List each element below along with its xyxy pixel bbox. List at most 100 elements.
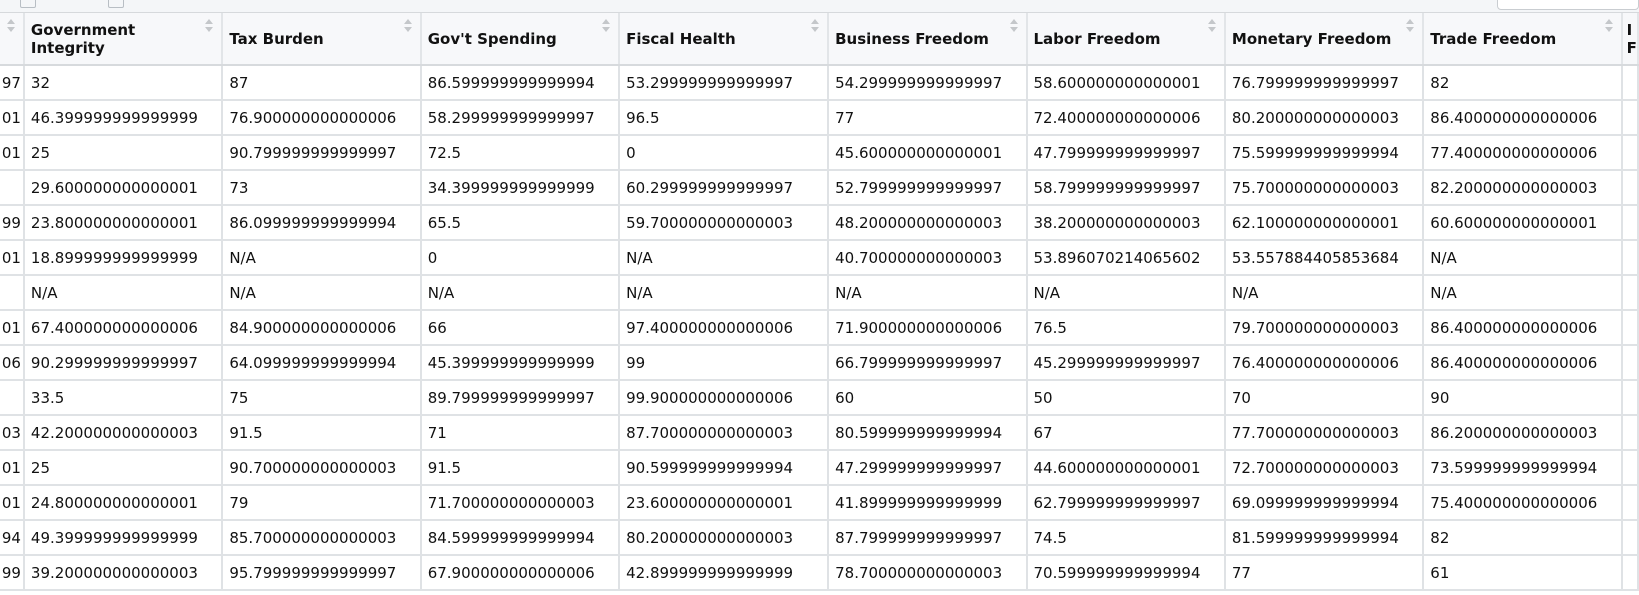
column-header-labor-freedom[interactable]: Labor Freedom xyxy=(1026,13,1226,66)
table-cell[interactable]: 42.200000000000003 xyxy=(23,415,224,451)
table-cell[interactable]: 45.399999999999999 xyxy=(420,345,621,381)
table-cell[interactable]: 75 xyxy=(222,380,422,416)
search-input[interactable] xyxy=(1497,0,1639,10)
table-cell[interactable]: 74.5 xyxy=(1026,520,1226,556)
table-cell[interactable] xyxy=(1621,450,1639,486)
table-cell[interactable]: 01 xyxy=(0,310,25,346)
table-cell[interactable] xyxy=(1621,135,1639,171)
sort-icon[interactable] xyxy=(1406,19,1415,33)
table-cell[interactable] xyxy=(0,170,25,206)
table-cell[interactable]: 61 xyxy=(1423,555,1623,591)
table-cell[interactable]: N/A xyxy=(1224,275,1425,311)
table-cell[interactable]: 80.599999999999994 xyxy=(828,415,1028,451)
table-cell[interactable]: 58.299999999999997 xyxy=(420,100,621,136)
table-cell[interactable]: 94 xyxy=(0,520,25,556)
table-cell[interactable]: 77 xyxy=(828,100,1028,136)
sort-icon[interactable] xyxy=(811,19,820,33)
table-cell[interactable]: 67 xyxy=(1026,415,1226,451)
table-cell[interactable]: 72.400000000000006 xyxy=(1026,100,1226,136)
table-cell[interactable]: 46.399999999999999 xyxy=(23,100,224,136)
table-cell[interactable]: 76.5 xyxy=(1026,310,1226,346)
table-cell[interactable]: 84.599999999999994 xyxy=(420,520,621,556)
table-cell[interactable]: 77.400000000000006 xyxy=(1423,135,1623,171)
table-cell[interactable]: 60 xyxy=(828,380,1028,416)
table-cell[interactable] xyxy=(1621,240,1639,276)
table-cell[interactable]: 65.5 xyxy=(420,205,621,241)
table-cell[interactable]: 29.600000000000001 xyxy=(23,170,224,206)
table-cell[interactable]: 90.799999999999997 xyxy=(222,135,422,171)
table-cell[interactable] xyxy=(1621,415,1639,451)
table-cell[interactable]: N/A xyxy=(619,275,830,311)
table-cell[interactable]: 73.599999999999994 xyxy=(1423,450,1623,486)
table-cell[interactable]: 77 xyxy=(1224,555,1425,591)
table-cell[interactable]: 91.5 xyxy=(420,450,621,486)
table-cell[interactable]: 53.896070214065602 xyxy=(1026,240,1226,276)
table-cell[interactable]: 76.799999999999997 xyxy=(1224,65,1425,101)
table-cell[interactable]: 71.900000000000006 xyxy=(828,310,1028,346)
table-cell[interactable] xyxy=(1621,170,1639,206)
table-cell[interactable]: 75.700000000000003 xyxy=(1224,170,1425,206)
table-cell[interactable]: 38.200000000000003 xyxy=(1026,205,1226,241)
table-cell[interactable] xyxy=(1621,205,1639,241)
table-cell[interactable]: 86.200000000000003 xyxy=(1423,415,1623,451)
table-cell[interactable] xyxy=(1621,65,1639,101)
table-cell[interactable]: 67.400000000000006 xyxy=(23,310,224,346)
table-cell[interactable]: 49.399999999999999 xyxy=(23,520,224,556)
table-cell[interactable]: 66 xyxy=(420,310,621,346)
column-header-fiscal-health[interactable]: Fiscal Health xyxy=(619,13,830,66)
table-cell[interactable]: 03 xyxy=(0,415,25,451)
table-cell[interactable]: 76.400000000000006 xyxy=(1224,345,1425,381)
sort-icon[interactable] xyxy=(205,19,214,33)
table-cell[interactable]: 97 xyxy=(0,65,25,101)
table-cell[interactable] xyxy=(1621,555,1639,591)
column-header-partial-right[interactable]: I F xyxy=(1621,13,1639,66)
table-cell[interactable]: 87 xyxy=(222,65,422,101)
table-cell[interactable]: 42.899999999999999 xyxy=(619,555,830,591)
table-cell[interactable]: 86.400000000000006 xyxy=(1423,310,1623,346)
table-cell[interactable]: N/A xyxy=(23,275,224,311)
sort-icon[interactable] xyxy=(1009,19,1018,33)
table-cell[interactable]: 54.299999999999997 xyxy=(828,65,1028,101)
table-cell[interactable]: 58.799999999999997 xyxy=(1026,170,1226,206)
table-cell[interactable]: 53.557884405853684 xyxy=(1224,240,1425,276)
table-cell[interactable]: 73 xyxy=(222,170,422,206)
table-cell[interactable]: 18.899999999999999 xyxy=(23,240,224,276)
table-cell[interactable]: 71.700000000000003 xyxy=(420,485,621,521)
table-cell[interactable]: 50 xyxy=(1026,380,1226,416)
table-cell[interactable]: 84.900000000000006 xyxy=(222,310,422,346)
table-cell[interactable]: 25 xyxy=(23,135,224,171)
table-cell[interactable] xyxy=(1621,345,1639,381)
table-cell[interactable]: 48.200000000000003 xyxy=(828,205,1028,241)
table-cell[interactable]: 95.799999999999997 xyxy=(222,555,422,591)
table-cell[interactable] xyxy=(1621,380,1639,416)
table-cell[interactable]: 70 xyxy=(1224,380,1425,416)
column-header-partial[interactable] xyxy=(0,13,25,66)
table-cell[interactable]: 23.800000000000001 xyxy=(23,205,224,241)
table-cell[interactable]: N/A xyxy=(1423,275,1623,311)
table-cell[interactable]: 90.299999999999997 xyxy=(23,345,224,381)
table-cell[interactable]: 82 xyxy=(1423,520,1623,556)
table-cell[interactable]: 86.400000000000006 xyxy=(1423,100,1623,136)
column-header-tax-burden[interactable]: Tax Burden xyxy=(222,13,422,66)
table-cell[interactable]: 24.800000000000001 xyxy=(23,485,224,521)
table-cell[interactable] xyxy=(0,275,25,311)
table-cell[interactable]: 90.700000000000003 xyxy=(222,450,422,486)
table-cell[interactable]: 01 xyxy=(0,485,25,521)
table-cell[interactable]: 62.100000000000001 xyxy=(1224,205,1425,241)
column-header-government-integrity[interactable]: Government Integrity xyxy=(23,13,224,66)
table-cell[interactable]: 87.799999999999997 xyxy=(828,520,1028,556)
table-cell[interactable]: 06 xyxy=(0,345,25,381)
table-cell[interactable] xyxy=(1621,275,1639,311)
table-cell[interactable]: 90 xyxy=(1423,380,1623,416)
table-cell[interactable]: 78.700000000000003 xyxy=(828,555,1028,591)
filter-icon[interactable] xyxy=(108,0,124,8)
table-cell[interactable] xyxy=(0,380,25,416)
table-cell[interactable]: 97.400000000000006 xyxy=(619,310,830,346)
table-cell[interactable]: 64.099999999999994 xyxy=(222,345,422,381)
sort-icon[interactable] xyxy=(1604,19,1613,33)
table-cell[interactable]: 39.200000000000003 xyxy=(23,555,224,591)
table-cell[interactable]: 77.700000000000003 xyxy=(1224,415,1425,451)
table-cell[interactable]: 34.399999999999999 xyxy=(420,170,621,206)
table-cell[interactable]: 79.700000000000003 xyxy=(1224,310,1425,346)
table-cell[interactable]: 40.700000000000003 xyxy=(828,240,1028,276)
